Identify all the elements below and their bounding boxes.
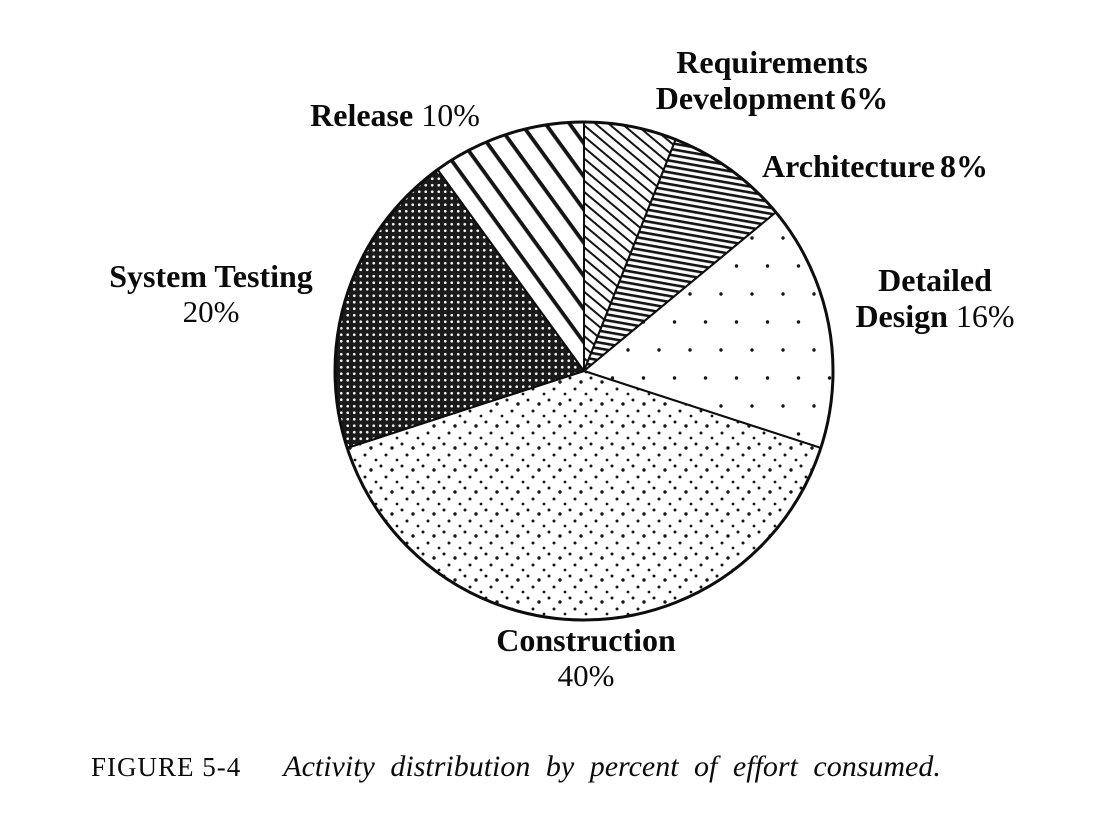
label-pct: 40%: [557, 658, 615, 694]
label-text: Detailed: [878, 262, 992, 298]
label-pct: 8%: [939, 148, 988, 184]
label-release: Release 10%: [245, 97, 545, 133]
label-pct: 20%: [182, 294, 240, 330]
label-text: Release: [310, 97, 414, 133]
pie-outline: [333, 120, 835, 622]
figure-caption: FIGURE 5-4 Activity distribution by perce…: [91, 750, 1081, 784]
label-detailed-design: Detailed Design 16%: [795, 262, 1075, 334]
figure-caption-text: Activity distribution by percent of effo…: [283, 750, 941, 783]
label-pct: 16%: [955, 298, 1015, 335]
label-pct: 10%: [421, 97, 480, 133]
label-pct: 6%: [840, 80, 889, 117]
label-requirements-development: Requirements Development 6%: [612, 44, 932, 116]
label-text: Requirements: [676, 44, 868, 80]
label-construction: Construction 40%: [436, 622, 736, 693]
label-text: Design: [855, 298, 948, 335]
figure-number: FIGURE 5-4: [91, 752, 242, 782]
label-text: Construction: [496, 622, 676, 658]
label-text: System Testing: [109, 258, 313, 294]
label-system-testing: System Testing 20%: [61, 258, 361, 329]
label-text: Architecture: [762, 148, 935, 184]
label-text: Development: [655, 80, 836, 117]
pie-slices: [334, 121, 834, 621]
label-architecture: Architecture 8%: [725, 148, 1025, 184]
